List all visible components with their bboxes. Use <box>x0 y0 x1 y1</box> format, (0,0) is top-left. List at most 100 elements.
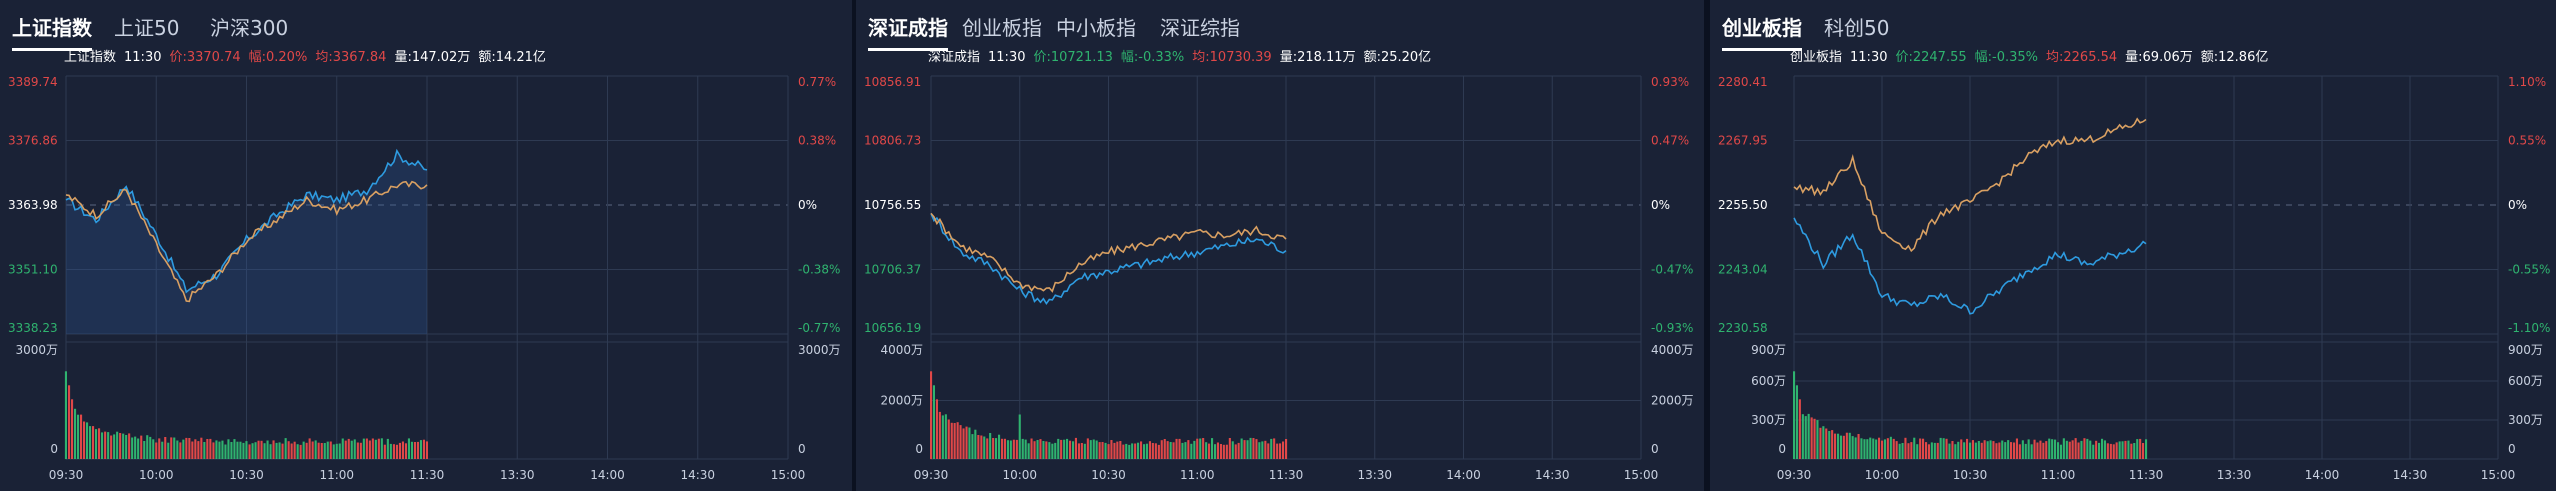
volume-bar <box>2115 442 2118 459</box>
volume-bar <box>2083 438 2086 459</box>
volume-bar <box>371 438 374 459</box>
volume-bar <box>179 442 182 459</box>
intraday-chart[interactable]: 10856.91 10806.73 10756.55 10706.37 10656.19… <box>856 64 1704 491</box>
tab-2[interactable]: 创业板指 <box>962 16 1042 40</box>
volume-bar <box>1060 439 1063 459</box>
volume-bar <box>1145 443 1148 459</box>
volume-bar <box>164 437 167 459</box>
intraday-chart[interactable]: 2280.41 2267.95 2255.50 2243.04 2230.58 1.10%… <box>1710 64 2556 491</box>
volume-bar <box>1983 440 1986 459</box>
volume-bar <box>365 438 368 459</box>
volume-axis-label: 0 <box>1651 442 1659 456</box>
tab-1[interactable]: 深证成指 <box>868 12 948 51</box>
volume-bar <box>1951 441 1954 459</box>
volume-bar <box>122 433 125 459</box>
volume-axis-label: 0 <box>798 442 806 456</box>
intraday-chart[interactable]: 3389.74 3376.86 3363.98 3351.10 3338.23 0.77%… <box>0 64 852 491</box>
volume-bar <box>2062 438 2065 459</box>
quote-average: 均:3367.84 <box>315 50 387 65</box>
price-axis-label: 3338.23 <box>8 321 58 335</box>
volume-bar <box>2042 442 2045 459</box>
quote-name: 创业板指 <box>1790 50 1843 65</box>
volume-bar <box>170 437 173 459</box>
volume-bar <box>2121 441 2124 459</box>
volume-bar <box>1240 438 1243 459</box>
volume-bar <box>383 444 386 459</box>
volume-bar <box>1857 434 1860 459</box>
quote-amount: 额:25.20亿 <box>1363 50 1432 65</box>
volume-bar <box>287 441 290 459</box>
volume-bar <box>1883 439 1886 459</box>
volume-bars <box>64 371 428 460</box>
volume-bar <box>1957 441 1960 459</box>
volume-axis-label: 2000万 <box>880 394 923 408</box>
time-axis-label: 15:00 <box>2481 468 2516 482</box>
time-axis-label: 09:30 <box>914 468 949 482</box>
volume-bar <box>1863 439 1866 459</box>
volume-bar <box>272 440 275 459</box>
time-axis-label: 11:00 <box>2041 468 2076 482</box>
volume-bar <box>2057 442 2060 459</box>
volume-bar <box>1069 440 1072 459</box>
volume-bar <box>1801 414 1804 459</box>
volume-bar <box>1202 438 1205 459</box>
volume-bar <box>1054 442 1057 459</box>
volume-bar <box>1813 418 1816 459</box>
volume-bar <box>350 440 353 459</box>
volume-bar <box>239 441 242 459</box>
volume-bar <box>1219 444 1222 459</box>
quote-name: 上证指数 <box>64 50 117 65</box>
volume-bar <box>1282 441 1285 459</box>
volume-bar <box>1913 437 1916 459</box>
volume-bar <box>1839 435 1842 459</box>
tab-2[interactable]: 上证50 <box>114 16 180 40</box>
volume-bar <box>1222 444 1225 459</box>
volume-bar <box>1181 442 1184 459</box>
volume-bar <box>1285 439 1288 459</box>
tab-3[interactable]: 中小板指 <box>1056 16 1136 40</box>
volume-bar <box>1077 443 1080 459</box>
volume-bar <box>125 435 128 459</box>
volume-bar <box>1875 439 1878 459</box>
volume-bar <box>1966 438 1969 459</box>
volume-bar <box>2106 443 2109 459</box>
volume-bar <box>257 440 260 459</box>
volume-bar <box>128 433 131 459</box>
volume-bar <box>965 426 968 459</box>
volume-bar <box>1919 438 1922 459</box>
volume-bar <box>1092 439 1095 459</box>
volume-bar <box>1279 443 1282 459</box>
volume-bar <box>1214 444 1217 459</box>
volume-bar <box>1134 443 1137 459</box>
time-axis-label: 14:30 <box>1535 468 1570 482</box>
volume-bar <box>1845 432 1848 459</box>
volume-bar <box>2142 443 2145 459</box>
volume-bar <box>278 442 281 459</box>
price-axis-label: 10756.55 <box>864 198 921 212</box>
volume-bar <box>1860 438 1863 459</box>
volume-bar <box>1969 442 1972 459</box>
volume-bar <box>356 442 359 459</box>
volume-bar <box>215 440 218 459</box>
series-line-price <box>930 213 1287 306</box>
volume-bar <box>1925 442 1928 459</box>
volume-bar <box>2030 444 2033 459</box>
tab-1[interactable]: 创业板指 <box>1722 12 1802 51</box>
volume-bar <box>1267 443 1270 459</box>
volume-bar <box>1963 442 1966 459</box>
volume-bar <box>1080 443 1083 459</box>
volume-bar <box>1066 438 1069 459</box>
tab-1[interactable]: 上证指数 <box>12 12 92 51</box>
volume-bar <box>305 442 308 459</box>
tab-2[interactable]: 科创50 <box>1824 16 1890 40</box>
tab-3[interactable]: 沪深300 <box>210 16 289 40</box>
volume-bar <box>143 441 146 459</box>
volume-bar <box>1942 438 1945 459</box>
volume-bar <box>2039 440 2042 459</box>
tab-4[interactable]: 深证综指 <box>1160 16 1240 40</box>
volume-bar <box>158 438 161 459</box>
volume-bar <box>338 443 341 459</box>
volume-bars <box>1793 371 2148 460</box>
volume-bar <box>2007 440 2010 459</box>
